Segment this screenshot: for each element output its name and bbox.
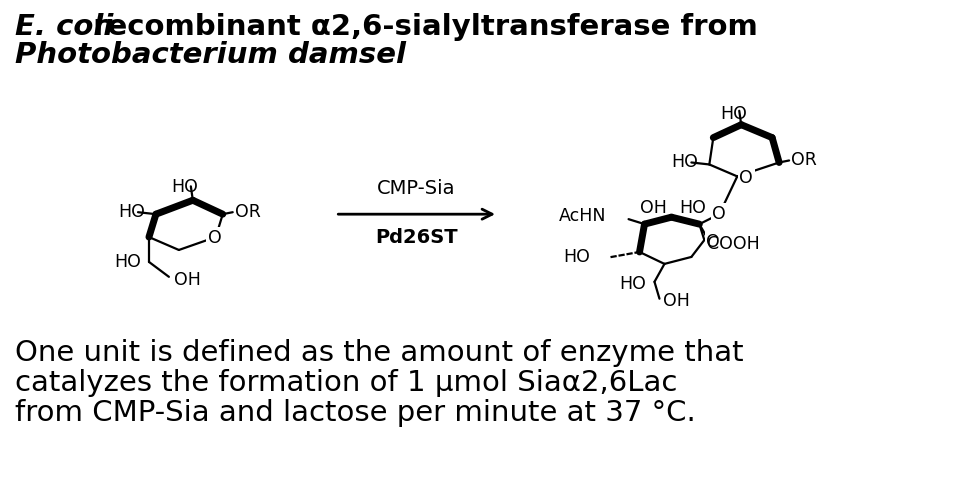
Text: O: O [739, 169, 753, 187]
Text: O: O [706, 233, 720, 251]
Text: HO: HO [563, 248, 590, 266]
Text: Pd26ST: Pd26ST [375, 228, 458, 247]
Text: One unit is defined as the amount of enzyme that: One unit is defined as the amount of enz… [15, 339, 744, 368]
Text: E. coli: E. coli [15, 13, 114, 41]
Text: OR: OR [791, 152, 817, 169]
Text: OR: OR [235, 203, 261, 221]
Text: COOH: COOH [707, 235, 760, 253]
Text: OH: OH [174, 271, 201, 289]
Text: HO: HO [680, 199, 706, 217]
Text: OH: OH [663, 292, 690, 309]
Text: HO: HO [720, 105, 747, 123]
Text: from CMP-Sia and lactose per minute at 37 °C.: from CMP-Sia and lactose per minute at 3… [15, 399, 696, 427]
Text: catalyzes the formation of 1 μmol Siaα2,6Lac: catalyzes the formation of 1 μmol Siaα2,… [15, 369, 678, 398]
Text: AcHN: AcHN [559, 207, 607, 225]
Text: Photobacterium damsel: Photobacterium damsel [15, 41, 406, 69]
Text: HO: HO [114, 253, 141, 271]
Text: HO: HO [171, 179, 198, 196]
Text: O: O [712, 205, 727, 223]
Text: OH: OH [641, 199, 667, 217]
Text: O: O [207, 229, 222, 247]
Text: CMP-Sia: CMP-Sia [377, 179, 455, 198]
Text: HO: HO [118, 203, 145, 221]
Text: HO: HO [671, 154, 698, 172]
Text: HO: HO [619, 275, 646, 293]
Text: recombinant α2,6-sialyltransferase from: recombinant α2,6-sialyltransferase from [83, 13, 758, 41]
